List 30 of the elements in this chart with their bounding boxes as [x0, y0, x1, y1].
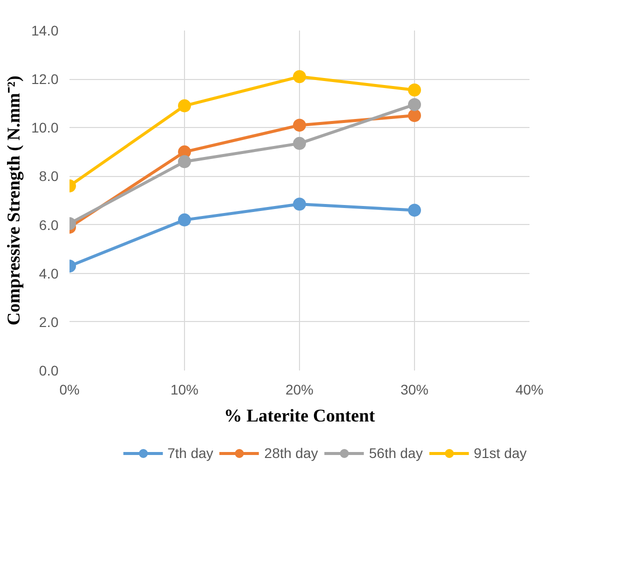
legend-label: 28th day: [264, 445, 318, 461]
x-tick-label: 30%: [400, 382, 429, 398]
point: [178, 99, 191, 112]
x-tick-label: 20%: [285, 382, 314, 398]
legend-label: 7th day: [167, 445, 214, 461]
y-tick-label: 12.0: [31, 71, 59, 88]
point: [408, 98, 421, 112]
y-tick-label: 10.0: [31, 120, 59, 136]
y-axis-title: Compressive Strength ( N.mm⁻²): [3, 76, 24, 326]
y-tick-label: 2.0: [39, 314, 59, 330]
point: [293, 136, 306, 150]
point: [408, 109, 421, 122]
y-tick-label: 6.0: [39, 216, 59, 233]
point: [408, 84, 421, 96]
x-tick-label: 10%: [170, 382, 199, 398]
point: [178, 213, 191, 226]
y-tick-label: 4.0: [39, 265, 59, 282]
legend-label: 91st day: [474, 445, 527, 461]
point: [293, 198, 306, 211]
point: [293, 70, 306, 84]
y-tick-label: 8.0: [39, 168, 59, 184]
point: [178, 155, 191, 168]
point: [293, 118, 306, 132]
x-axis-title: % Laterite Content: [224, 406, 375, 426]
y-tick-label: 14.0: [31, 22, 59, 38]
x-tick-label: 0%: [59, 382, 80, 398]
legend-label: 56th day: [369, 445, 423, 461]
x-tick-label: 40%: [515, 382, 544, 398]
point: [408, 204, 421, 217]
y-tick-label: 0.0: [39, 362, 59, 378]
